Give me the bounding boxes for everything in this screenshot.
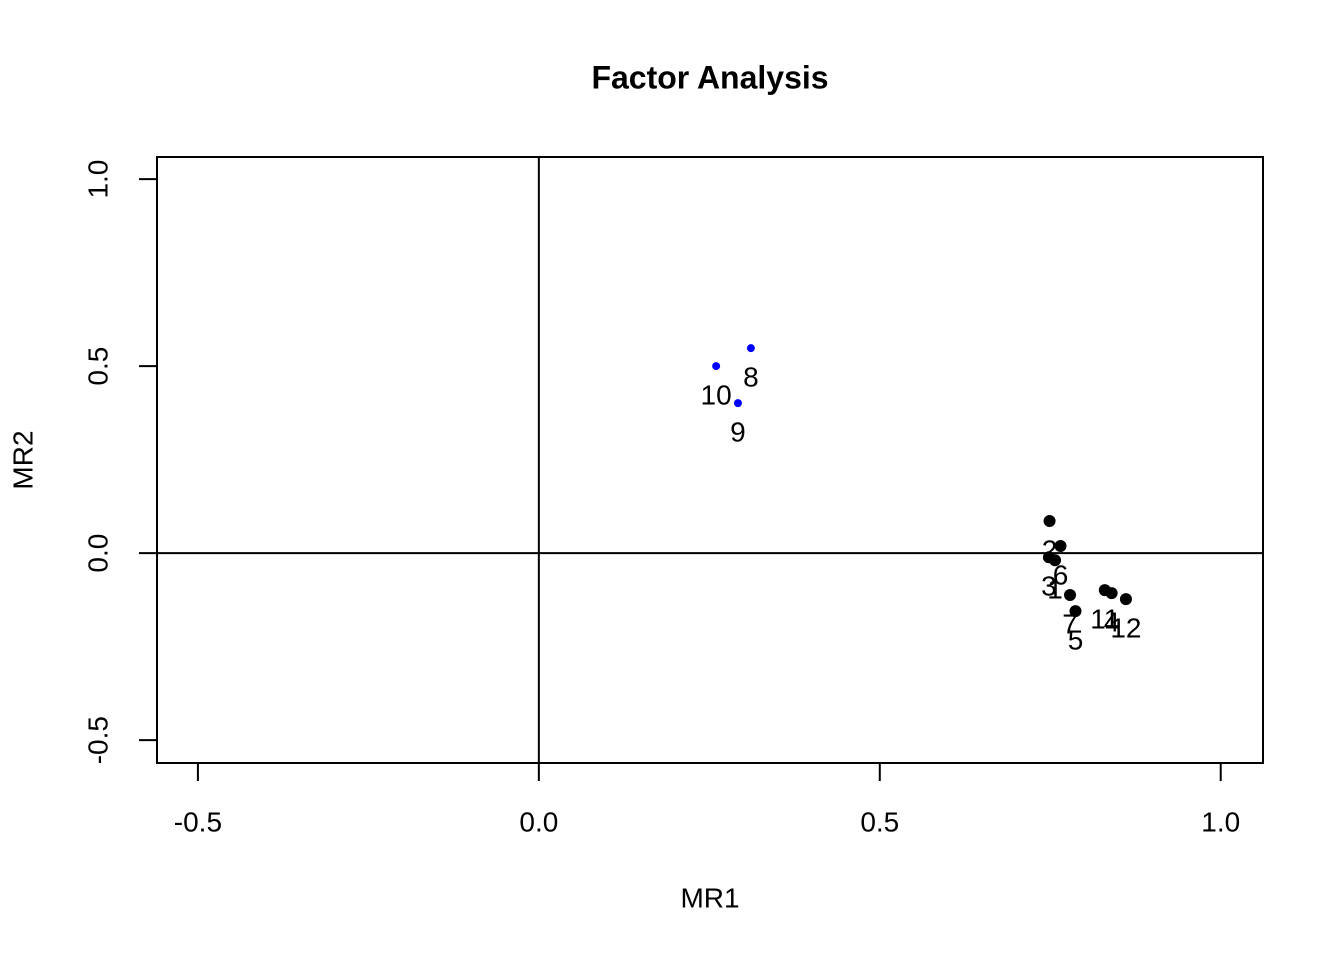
point — [1098, 584, 1111, 597]
y-tick-label: 0.0 — [82, 534, 113, 573]
point-label: 4 — [1104, 607, 1120, 638]
point-label: 9 — [730, 417, 746, 448]
point-label: 3 — [1041, 571, 1057, 602]
point-label: 1 — [1047, 574, 1063, 605]
y-tick-label: -0.5 — [82, 716, 113, 764]
point-label: 6 — [1053, 559, 1069, 590]
point — [1054, 540, 1067, 553]
point-label: 7 — [1062, 608, 1078, 639]
point-label: 8 — [743, 362, 759, 393]
point — [1042, 551, 1055, 564]
x-tick-label: -0.5 — [174, 806, 222, 837]
point — [733, 399, 742, 408]
plot-frame — [156, 156, 1264, 764]
point — [1119, 593, 1132, 606]
chart-title: Factor Analysis — [591, 59, 828, 95]
point-label: 12 — [1110, 613, 1141, 644]
point — [746, 344, 755, 353]
x-tick-label: 1.0 — [1201, 806, 1240, 837]
point-label: 11 — [1090, 604, 1119, 635]
y-tick-label: 0.5 — [82, 347, 113, 386]
x-axis-label: MR1 — [680, 882, 739, 913]
point — [1043, 514, 1056, 527]
point — [1064, 589, 1077, 602]
point — [712, 362, 721, 371]
y-tick-label: 1.0 — [82, 160, 113, 199]
x-tick-label: 0.5 — [860, 806, 899, 837]
x-tick-label: 0.0 — [519, 806, 558, 837]
point-label: 5 — [1068, 625, 1084, 656]
y-axis-label: MR2 — [7, 430, 38, 489]
point-label: 10 — [701, 379, 732, 410]
point — [1069, 605, 1082, 618]
